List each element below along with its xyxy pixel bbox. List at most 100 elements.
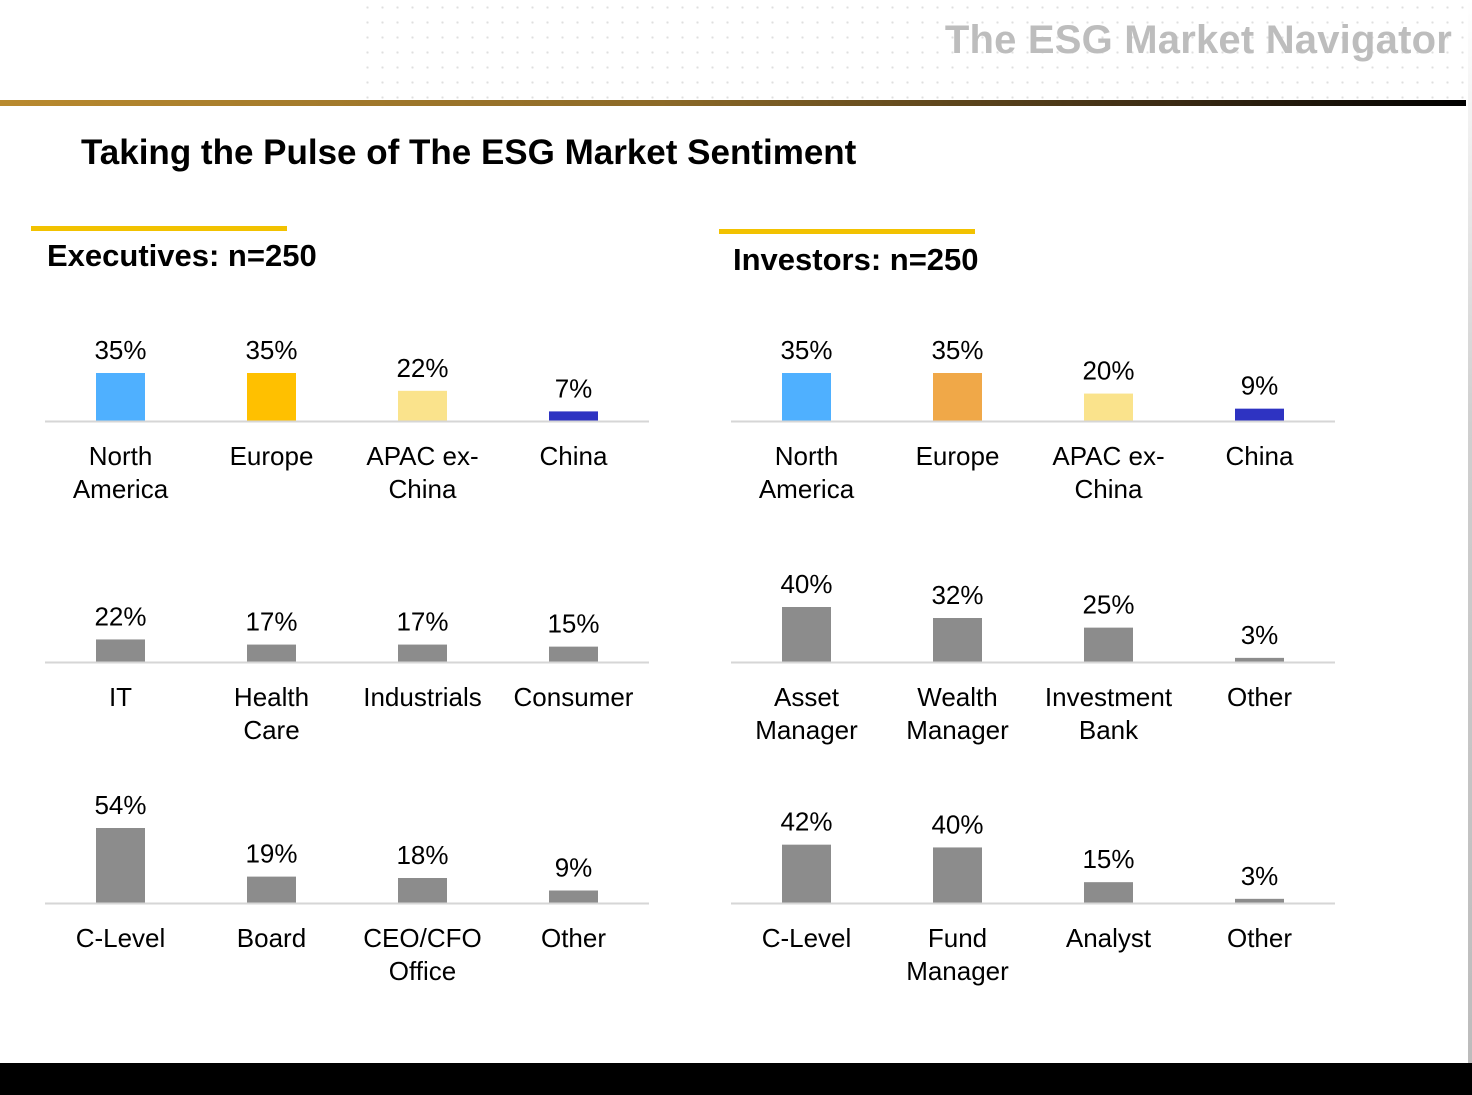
bar — [1235, 408, 1284, 421]
investors-heading: Investors: n=250 — [733, 242, 979, 277]
tick-label-line: China — [1075, 474, 1143, 504]
tick-label-line: North — [775, 441, 839, 471]
bar — [933, 618, 982, 662]
data-label: 40% — [931, 809, 983, 839]
tick-label: Analyst — [1066, 923, 1152, 953]
bar — [549, 411, 598, 421]
tick-label: North America — [73, 441, 169, 504]
tick-label: China — [1226, 441, 1294, 471]
data-label: 19% — [245, 839, 297, 869]
tick-label-line: Wealth — [917, 682, 997, 712]
tick-label-line: Fund — [928, 923, 987, 953]
tick-label-line: America — [759, 474, 855, 504]
tick-label-line: Analyst — [1066, 923, 1152, 953]
data-label: 17% — [396, 607, 448, 637]
data-label: 32% — [931, 580, 983, 610]
data-label: 54% — [94, 790, 146, 820]
footer-bar — [0, 1063, 1472, 1095]
data-label: 3% — [1241, 620, 1279, 650]
tick-label: Wealth Manager — [906, 682, 1009, 745]
data-label: 17% — [245, 607, 297, 637]
tick-label-line: Manager — [906, 715, 1009, 745]
brand-title: The ESG Market Navigator — [944, 18, 1452, 62]
bar — [1235, 657, 1284, 662]
tick-label: Consumer — [514, 682, 634, 712]
tick-label-line: Other — [1227, 923, 1292, 953]
bar — [782, 373, 831, 421]
bar — [96, 828, 145, 903]
tick-label-line: China — [540, 441, 608, 471]
bar — [549, 646, 598, 662]
bar — [398, 878, 447, 903]
bar — [933, 847, 982, 903]
tick-label-line: America — [73, 474, 169, 504]
data-label: 9% — [555, 853, 593, 883]
data-label: 22% — [94, 601, 146, 631]
tick-label-line: Care — [243, 715, 299, 745]
data-label: 35% — [245, 335, 297, 365]
tick-label-line: Asset — [774, 682, 840, 712]
tick-label-line: Manager — [755, 715, 858, 745]
tick-label: C-Level — [76, 923, 166, 953]
tick-label: Fund Manager — [906, 923, 1009, 986]
executives-role-chart: 54% C-Level 19% Board 18% CEO/CFO Office 9% Othe… — [45, 790, 649, 986]
bar — [1084, 882, 1133, 903]
tick-label-line: Europe — [230, 441, 314, 471]
tick-label-line: China — [389, 474, 457, 504]
header-dot-pattern — [360, 0, 1466, 100]
executives-heading: Executives: n=250 — [47, 238, 317, 273]
page-edge-shadow — [1468, 0, 1472, 1063]
bar — [247, 644, 296, 662]
investors-role-chart: 42% C-Level 40% Fund Manager 15% Analyst 3% Othe… — [731, 807, 1335, 986]
executives-accent-line — [31, 226, 287, 231]
data-label: 18% — [396, 840, 448, 870]
tick-label-line: Europe — [916, 441, 1000, 471]
bar — [96, 639, 145, 662]
data-label: 22% — [396, 353, 448, 383]
data-label: 40% — [780, 569, 832, 599]
tick-label-line: Other — [541, 923, 606, 953]
tick-label: China — [540, 441, 608, 471]
tick-label-line: China — [1226, 441, 1294, 471]
bar — [549, 890, 598, 903]
data-label: 20% — [1082, 356, 1134, 386]
executives-industry-chart: 22% IT 17% Health Care 17% Industrials 15% Consu… — [45, 601, 649, 745]
tick-label-line: Consumer — [514, 682, 634, 712]
tick-label-line: Manager — [906, 956, 1009, 986]
bar — [1084, 393, 1133, 421]
data-label: 15% — [547, 609, 599, 639]
tick-label-line: Health — [234, 682, 309, 712]
tick-label: North America — [759, 441, 855, 504]
investors-accent-line — [719, 229, 975, 234]
data-label: 15% — [1082, 844, 1134, 874]
tick-label: Other — [1227, 682, 1292, 712]
header-divider — [0, 100, 1466, 106]
bar — [398, 644, 447, 662]
tick-label-line: APAC ex- — [1052, 441, 1164, 471]
tick-label: Europe — [916, 441, 1000, 471]
tick-label-line: Investment — [1045, 682, 1173, 712]
page-title: Taking the Pulse of The ESG Market Senti… — [81, 133, 857, 172]
bar — [1235, 898, 1284, 903]
tick-label-line: Office — [389, 956, 456, 986]
tick-label-line: North — [89, 441, 153, 471]
bar — [247, 876, 296, 903]
tick-label-line: Industrials — [363, 682, 482, 712]
tick-label: Other — [541, 923, 606, 953]
tick-label: C-Level — [762, 923, 852, 953]
data-label: 25% — [1082, 590, 1134, 620]
tick-label: IT — [109, 682, 132, 712]
data-label: 3% — [1241, 861, 1279, 891]
tick-label-line: IT — [109, 682, 132, 712]
tick-label: Europe — [230, 441, 314, 471]
tick-label-line: Board — [237, 923, 306, 953]
tick-label-line: C-Level — [76, 923, 166, 953]
tick-label: Industrials — [363, 682, 482, 712]
bar — [782, 844, 831, 903]
data-label: 7% — [555, 373, 593, 403]
data-label: 35% — [94, 335, 146, 365]
data-label: 35% — [931, 335, 983, 365]
